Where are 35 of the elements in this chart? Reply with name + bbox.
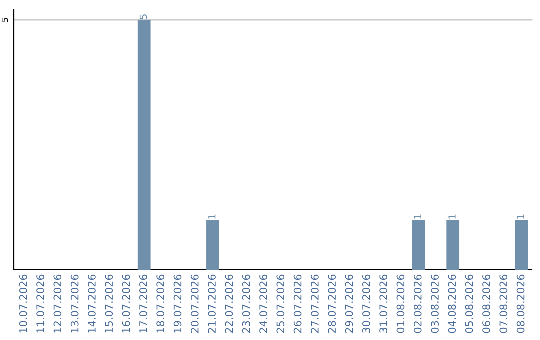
x-tick-label: 31.07.2026 — [380, 274, 388, 334]
x-tick-label: 23.07.2026 — [242, 274, 250, 334]
x-tick-label: 29.07.2026 — [345, 274, 354, 334]
x-tick-label: 17.07.2026 — [140, 274, 148, 333]
x-tick-label: 02.08.2026 — [414, 274, 422, 334]
x-tick-label: 26.07.2026 — [294, 274, 302, 334]
x-tick-label: 21.07.2026 — [208, 274, 216, 334]
data-label: 1 — [517, 214, 524, 219]
x-tick-label: 30.07.2026 — [362, 274, 370, 334]
x-tick-label: 13.07.2026 — [70, 274, 79, 333]
x-tick-label: 03.08.2026 — [431, 274, 439, 334]
data-label: 1 — [414, 214, 422, 219]
x-tick-label: 25.07.2026 — [276, 274, 285, 334]
data-label: 5 — [140, 14, 148, 20]
x-tick-label: 20.07.2026 — [190, 274, 199, 334]
x-tick-label: 05.08.2026 — [465, 274, 474, 334]
x-tick-label: 15.07.2026 — [105, 274, 114, 333]
x-tick-label: 24.07.2026 — [260, 274, 268, 334]
x-tick-label: 06.08.2026 — [482, 274, 490, 334]
x-tick-label: 04.08.2026 — [448, 274, 456, 334]
x-tick-label: 12.07.2026 — [54, 274, 62, 333]
x-tick-label: 27.07.2026 — [311, 274, 319, 334]
x-tick-label: 10.07.2026 — [19, 274, 28, 333]
data-label: 1 — [448, 214, 456, 219]
x-tick-label: 01.08.2026 — [396, 274, 405, 334]
x-tick-label: 18.07.2026 — [156, 274, 165, 333]
x-tick-label: 19.07.2026 — [174, 274, 182, 333]
x-tick-label: 07.08.2026 — [500, 274, 508, 334]
x-tick-label: 22.07.2026 — [225, 274, 234, 334]
x-tick-label: 14.07.2026 — [88, 274, 96, 333]
x-tick-label: 28.07.2026 — [328, 274, 336, 334]
x-tick-label: 11.07.2026 — [36, 274, 44, 333]
x-tick-label: 08.08.2026 — [516, 274, 525, 334]
data-label: 1 — [208, 214, 216, 219]
x-tick-label: 16.07.2026 — [122, 274, 130, 333]
